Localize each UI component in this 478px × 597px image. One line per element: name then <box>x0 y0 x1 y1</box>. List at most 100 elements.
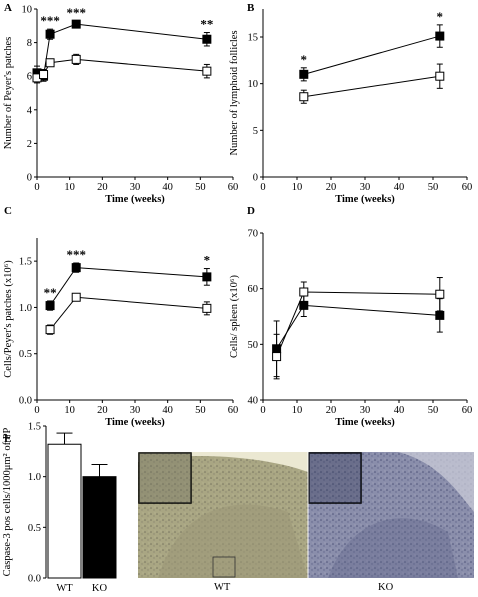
micrograph-label-ko: KO <box>378 582 394 593</box>
significance-stars: *** <box>66 5 86 20</box>
x-tick-label: 20 <box>97 405 108 416</box>
data-point <box>435 310 445 320</box>
y-tick-label: 60 <box>248 284 259 295</box>
x-tick-label: 30 <box>130 405 141 416</box>
y-tick-label: 1.0 <box>19 303 32 314</box>
y-axis-label: Cells/ spleen (x10⁶) <box>229 275 240 358</box>
significance-stars: ** <box>200 17 213 32</box>
significance-stars: * <box>204 253 211 268</box>
y-tick-label: 0.5 <box>19 349 32 360</box>
y-tick-label: 0.0 <box>28 574 41 585</box>
panel-d: D 0 10 20 30 40 50 60 40 50 60 70 Time (weeks) Cells/… <box>229 205 472 428</box>
x-tick-label: 30 <box>360 182 371 193</box>
micrograph-strip <box>138 452 474 578</box>
series-line <box>303 75 440 98</box>
x-tick-label: 10 <box>64 405 75 416</box>
data-point <box>71 292 81 302</box>
y-tick-label: 15 <box>248 33 259 44</box>
y-tick-label: 4 <box>27 105 33 116</box>
data-point <box>202 66 212 76</box>
y-tick-label: 10 <box>248 79 259 90</box>
y-tick-label: 50 <box>248 340 259 351</box>
x-tick-label: 50 <box>195 182 206 193</box>
panel-a: A 0 10 20 30 40 50 60 0 2 4 6 8 10 Time (weeks) Number … <box>3 2 238 205</box>
data-point <box>435 31 445 41</box>
significance-stars: * <box>437 9 444 24</box>
y-tick-label: 70 <box>248 229 259 240</box>
significance-stars: *** <box>40 13 60 28</box>
x-tick-label: 30 <box>360 405 371 416</box>
panel-c: C 0 10 20 30 40 50 60 0.0 0.5 1.0 1.5 Time (weeks) Ce… <box>3 205 238 428</box>
data-point <box>272 352 282 362</box>
data-point <box>202 303 212 313</box>
data-point <box>435 289 445 299</box>
inset-wt <box>138 452 192 504</box>
x-axis-label: Time (weeks) <box>105 417 165 428</box>
y-tick-label: 0 <box>27 173 32 184</box>
data-point <box>202 272 212 282</box>
micrograph-wt <box>138 452 308 578</box>
x-tick-label: 40 <box>162 405 173 416</box>
x-axis-label: Time (weeks) <box>335 194 395 205</box>
micrograph-label-wt: WT <box>214 582 231 593</box>
data-point <box>299 69 309 79</box>
series-line <box>49 296 207 330</box>
x-tick-label: 20 <box>326 405 337 416</box>
data-point <box>435 71 445 81</box>
x-tick-label: 20 <box>326 182 337 193</box>
x-tick-label: 10 <box>64 182 75 193</box>
y-tick-label: 0.5 <box>28 523 41 534</box>
series-line <box>303 35 440 75</box>
y-tick-label: 0 <box>253 173 258 184</box>
x-tick-label: 40 <box>394 405 405 416</box>
significance-stars: *** <box>66 247 86 262</box>
series-line <box>276 304 440 350</box>
x-tick-label: 60 <box>462 405 473 416</box>
panel-letter: A <box>4 2 12 14</box>
x-tick-label: 60 <box>228 182 239 193</box>
series-line <box>36 58 207 79</box>
bar-ko <box>82 476 117 579</box>
data-point <box>45 301 55 311</box>
inset-ko <box>308 452 362 504</box>
data-point <box>299 300 309 310</box>
y-axis-label: Number of lymphoid follicles <box>229 30 240 155</box>
panel-letter: C <box>4 205 12 217</box>
significance-stars: * <box>301 52 308 67</box>
data-point <box>71 54 81 64</box>
data-point <box>202 34 212 44</box>
x-tick-label: 60 <box>228 405 239 416</box>
x-tick-label: 20 <box>97 182 108 193</box>
x-tick-label: 0 <box>260 182 265 193</box>
data-point <box>71 263 81 273</box>
micrograph-images <box>138 452 474 578</box>
x-tick-label: 50 <box>195 405 206 416</box>
panel-letter: D <box>247 205 255 217</box>
series-open <box>32 53 212 84</box>
panel-letter: E <box>4 433 11 445</box>
x-tick-label: 50 <box>428 182 439 193</box>
x-tick-label: 60 <box>462 182 473 193</box>
x-tick-label: 0 <box>34 405 39 416</box>
series-open <box>272 277 445 380</box>
x-tick-label: 50 <box>428 405 439 416</box>
data-point <box>71 19 81 29</box>
y-tick-label: 40 <box>248 396 259 407</box>
x-axis-label: Time (weeks) <box>105 194 165 205</box>
panel-letter: B <box>247 2 255 14</box>
y-axis-label: Number of Peyer's patches <box>3 37 14 149</box>
series-open <box>45 292 212 335</box>
x-tick-label: 40 <box>162 182 173 193</box>
x-tick-label: 0 <box>260 405 265 416</box>
y-tick-label: 6 <box>27 72 32 83</box>
x-tick-label: 30 <box>130 182 141 193</box>
y-tick-label: 8 <box>27 38 32 49</box>
x-tick-label: 40 <box>394 182 405 193</box>
y-tick-label: 10 <box>22 5 33 16</box>
series-filled <box>32 19 212 82</box>
data-point <box>299 287 309 297</box>
data-point <box>39 70 49 80</box>
x-axis-label: Time (weeks) <box>335 417 395 428</box>
panel-e: E 0.0 0.5 1.0 1.5 WT KO Caspase-3 pos cells/100… <box>2 422 117 594</box>
